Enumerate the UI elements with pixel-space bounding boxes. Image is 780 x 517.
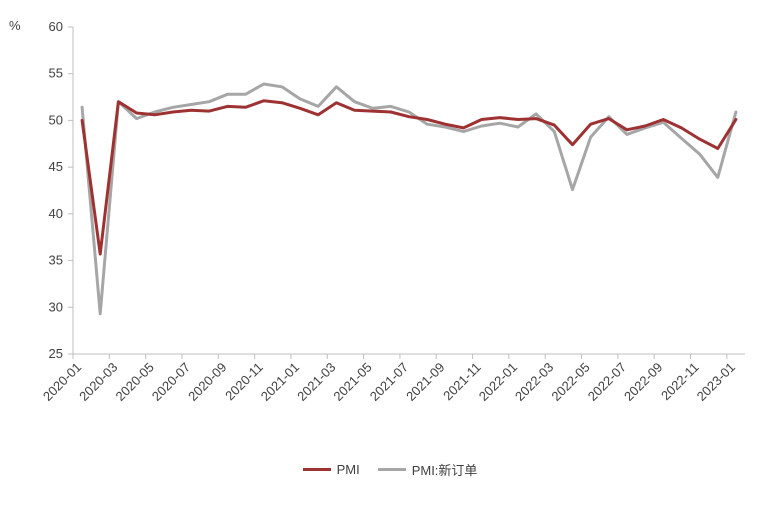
- y-tick-label: 55: [49, 66, 63, 81]
- x-axis: 2020-012020-032020-052020-072020-092020-…: [40, 353, 745, 404]
- legend-label-new-orders: PMI:新订单: [411, 463, 478, 478]
- y-unit-label: %: [9, 18, 21, 33]
- x-tick-label: 2020-07: [149, 360, 193, 404]
- x-tick-label: 2020-11: [222, 360, 266, 404]
- x-tick-label: 2022-07: [585, 360, 629, 404]
- y-tick-label: 35: [49, 253, 63, 268]
- x-tick-label: 2022-01: [476, 360, 520, 404]
- y-tick-label: 30: [49, 299, 63, 314]
- y-tick-label: 40: [49, 206, 63, 221]
- x-tick-label: 2022-09: [621, 360, 665, 404]
- x-tick-label: 2021-01: [258, 360, 302, 404]
- series-line-new-orders: [80, 82, 738, 316]
- legend-item-new-orders: PMI:新订单: [377, 460, 478, 479]
- y-tick-label: 25: [49, 346, 63, 361]
- y-tick-label: 50: [49, 112, 63, 127]
- x-tick-label: 2022-11: [658, 360, 702, 404]
- x-tick-label: 2020-05: [113, 360, 157, 404]
- x-tick-label: 2023-01: [694, 360, 738, 404]
- legend-label-pmi: PMI: [336, 462, 360, 477]
- y-tick-label: 45: [49, 159, 63, 174]
- y-axis: 25 30 35 40 45 50 55 60: [49, 19, 74, 361]
- x-tick-label: 2022-05: [548, 360, 592, 404]
- x-tick-label: 2020-09: [185, 360, 229, 404]
- x-tick-label: 2021-03: [294, 360, 338, 404]
- x-tick-label: 2021-05: [330, 360, 374, 404]
- x-tick-label: 2022-03: [512, 360, 556, 404]
- x-tick-label: 2021-07: [367, 360, 411, 404]
- x-tick-label: 2021-11: [440, 360, 484, 404]
- x-tick-label: 2020-03: [76, 360, 120, 404]
- legend-item-pmi: PMI: [302, 460, 360, 479]
- y-tick-label: 60: [49, 19, 63, 34]
- x-tick-label: 2021-09: [403, 360, 447, 404]
- legend-swatch-new-orders: [377, 468, 406, 471]
- series-line-pmi: [80, 99, 738, 256]
- legend-swatch-pmi: [302, 468, 331, 471]
- x-tick-label: 2020-01: [40, 360, 84, 404]
- series-layer: [80, 82, 738, 316]
- legend: PMI PMI:新订单: [0, 460, 780, 479]
